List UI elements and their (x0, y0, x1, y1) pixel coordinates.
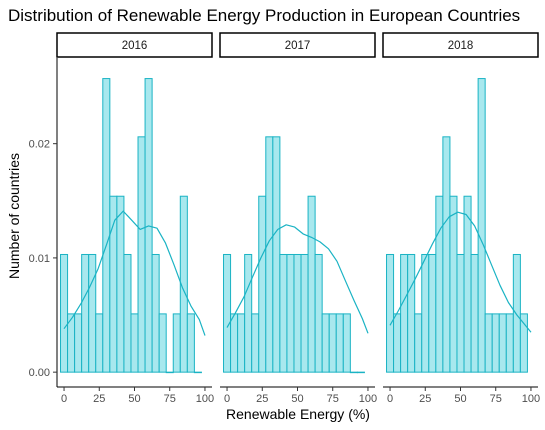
x-tick-label: 75 (327, 393, 339, 405)
facet-panel-2016: 2016 0 25 50 75 100 (56, 32, 214, 405)
histogram-bar (279, 253, 288, 373)
x-tick-label: 100 (196, 393, 214, 405)
x-tick-label: 0 (224, 393, 230, 405)
y-axis-title: Number of countries (6, 153, 22, 279)
histogram-bar (519, 313, 528, 373)
histogram-bar (400, 253, 409, 373)
histogram-bar (300, 253, 309, 373)
histogram-bar (393, 313, 402, 373)
x-tick-label: 0 (61, 393, 67, 405)
histogram-bar (137, 136, 146, 373)
y-tick-label: 0.01 (29, 253, 50, 265)
x-tick-label: 75 (164, 393, 176, 405)
histogram-bar (484, 313, 493, 373)
density-curve (226, 224, 369, 334)
facet-panels: 2016 0 25 50 75 100 2017 0 25 50 75 100 2018 0 25 50 75 1… (56, 32, 540, 405)
histogram-bar (477, 78, 486, 373)
histogram-bar (223, 253, 232, 373)
histogram-bar (186, 313, 195, 373)
histogram-bar (179, 195, 188, 373)
histogram-bar (307, 195, 316, 373)
x-tick-label: 100 (359, 393, 377, 405)
histogram-bar (293, 253, 302, 373)
histogram-bar (498, 313, 507, 373)
histogram-bar (130, 313, 139, 373)
histogram-bar (272, 136, 281, 373)
histogram-bar (244, 253, 253, 373)
histogram-bar (314, 253, 323, 373)
histogram-bar (116, 195, 125, 373)
histogram-bars (223, 136, 365, 374)
x-tick-label: 25 (419, 393, 431, 405)
histogram-bar (470, 253, 479, 373)
histogram-bar (491, 313, 500, 373)
y-tick-label: 0.00 (29, 367, 50, 379)
histogram-bar (435, 195, 444, 373)
x-tick-label: 25 (256, 393, 268, 405)
histogram-bar (230, 313, 239, 373)
x-tick-label: 25 (93, 393, 105, 405)
histogram-bar (88, 253, 97, 373)
histogram-bar (102, 78, 111, 373)
x-axis-title: Renewable Energy (%) (226, 406, 370, 422)
x-tick-label: 50 (454, 393, 466, 405)
histogram-bar (463, 195, 472, 373)
histogram-bar (286, 253, 295, 373)
histogram-bar (421, 253, 430, 373)
histogram-bar (349, 371, 358, 374)
histogram-bars (386, 78, 528, 373)
histogram-bar (386, 253, 395, 373)
histogram-bar (505, 313, 514, 373)
x-tick-label: 50 (128, 393, 140, 405)
histogram-bar (251, 313, 260, 373)
histogram-bar (356, 371, 365, 374)
y-axis: 0.00 0.01 0.02 (29, 58, 58, 387)
histogram-bars (60, 78, 202, 374)
histogram-bar (456, 253, 465, 373)
histogram-bar (428, 253, 437, 373)
histogram-bar (512, 253, 521, 373)
histogram-bar (342, 313, 351, 373)
facet-strip (382, 32, 539, 58)
facet-strip-label: 2017 (285, 40, 311, 52)
chart-title: Distribution of Renewable Energy Product… (8, 6, 520, 25)
facet-panel-2017: 2017 0 25 50 75 100 (219, 32, 377, 405)
histogram-bar (95, 313, 104, 373)
x-tick-label: 50 (291, 393, 303, 405)
x-tick-label: 0 (387, 393, 393, 405)
histogram-bar (123, 253, 132, 373)
histogram-bar (74, 313, 83, 373)
facet-strip-label: 2016 (122, 40, 148, 52)
x-tick-label: 100 (522, 393, 540, 405)
facet-panel-2018: 2018 0 25 50 75 100 (382, 32, 540, 405)
histogram-bar (321, 313, 330, 373)
facet-strip (56, 32, 213, 58)
histogram-bar (407, 253, 416, 373)
histogram-bar (193, 371, 202, 374)
histogram-bar (449, 195, 458, 373)
histogram-bar (265, 136, 274, 373)
histogram-bar (151, 253, 160, 373)
facet-strip-label: 2018 (448, 40, 474, 52)
histogram-bar (81, 253, 90, 373)
histogram-bar (335, 313, 344, 373)
histogram-bar (258, 195, 267, 373)
x-tick-label: 75 (490, 393, 502, 405)
histogram-bar (60, 253, 69, 373)
histogram-bar (158, 313, 167, 373)
histogram-bar (237, 313, 246, 373)
facet-strip (219, 32, 376, 58)
histogram-bar (172, 313, 181, 373)
density-curve (389, 211, 532, 333)
histogram-bar (328, 313, 337, 373)
y-tick-label: 0.02 (29, 139, 50, 151)
histogram-bar (442, 136, 451, 373)
density-curve (63, 210, 206, 336)
histogram-bar (165, 371, 174, 374)
histogram-bar (414, 313, 423, 373)
